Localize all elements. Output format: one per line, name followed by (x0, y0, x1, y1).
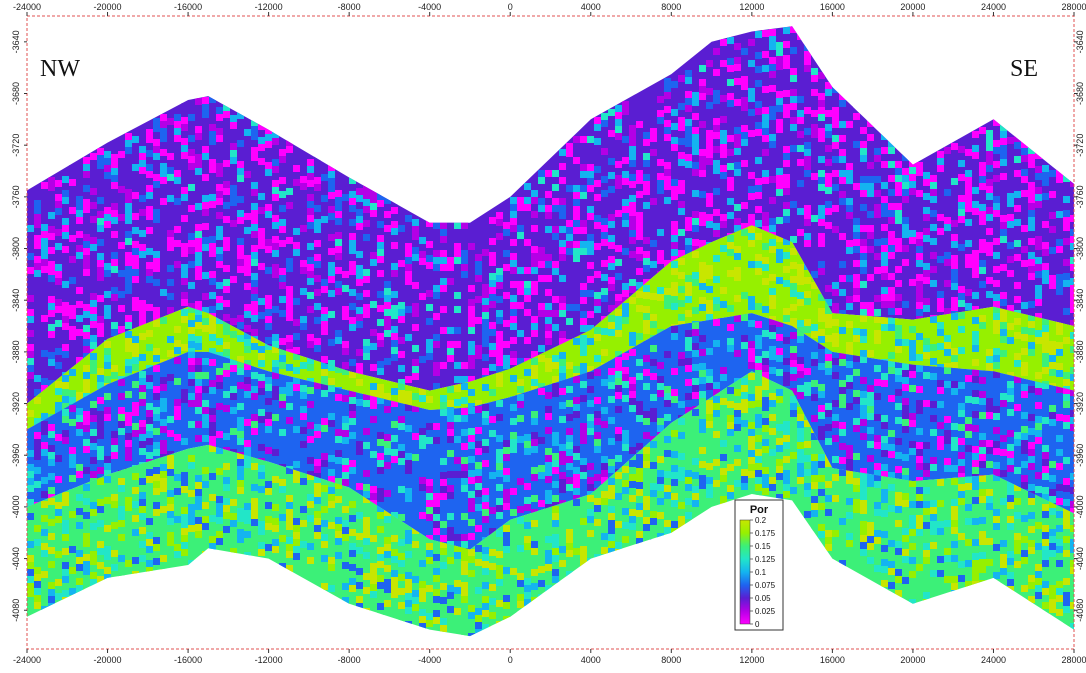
colorbar-tick-label: 0.025 (755, 607, 776, 616)
y-tick-label-right: -3800 (1075, 237, 1085, 260)
x-tick-label-bottom: -4000 (418, 655, 441, 665)
y-tick-label-right: -3920 (1075, 392, 1085, 415)
zone-fill (27, 225, 1074, 430)
section-layer (27, 26, 1074, 637)
x-tick-label-bottom: -16000 (174, 655, 202, 665)
y-tick-label-right: -3880 (1075, 340, 1085, 363)
x-tick-label-top: 4000 (581, 2, 601, 12)
y-tick-label-left: -3680 (11, 82, 21, 105)
y-tick-label-right: -3840 (1075, 289, 1085, 312)
x-tick-label-top: -20000 (94, 2, 122, 12)
x-tick-label-top: 12000 (739, 2, 764, 12)
y-axis-left: -3640 -3680 -3720 -3760 -3800 -3840 -3880 -3920… (11, 30, 27, 622)
y-tick-label-right: -3680 (1075, 82, 1085, 105)
porosity-zone-3 (27, 313, 1074, 550)
colorbar (739, 519, 751, 625)
corner-label-se: SE (1010, 56, 1038, 82)
x-tick-label-top: 20000 (900, 2, 925, 12)
y-tick-label-right: -4040 (1075, 547, 1085, 570)
x-tick-label-bottom: 8000 (661, 655, 681, 665)
porosity-zone-4 (27, 371, 1074, 637)
x-tick-label-bottom: 24000 (981, 655, 1006, 665)
x-axis-bottom: -24000 -20000 -16000 -12000 -8000 -4000 0 4000 8… (13, 649, 1086, 665)
y-tick-label-left: -3920 (11, 392, 21, 415)
y-tick-label-left: -4040 (11, 547, 21, 570)
x-tick-label-bottom: 0 (508, 655, 513, 665)
zone-texture (27, 373, 1074, 637)
legend-title: Por (750, 504, 769, 516)
y-tick-label-left: -4080 (11, 599, 21, 622)
x-tick-label-top: -12000 (255, 2, 283, 12)
y-tick-label-right: -3960 (1075, 444, 1085, 467)
y-tick-label-right: -3760 (1075, 185, 1085, 208)
colorbar-tick-label: 0.075 (755, 581, 776, 590)
y-tick-label-left: -3760 (11, 185, 21, 208)
y-tick-label-left: -3840 (11, 289, 21, 312)
x-tick-label-top: 0 (508, 2, 513, 12)
y-tick-label-right: -4080 (1075, 599, 1085, 622)
x-tick-label-top: 24000 (981, 2, 1006, 12)
x-tick-label-bottom: 28000 (1061, 655, 1086, 665)
colorbar-tick-label: 0.05 (755, 594, 771, 603)
porosity-zone-1 (27, 26, 1074, 404)
x-tick-label-bottom: -8000 (338, 655, 361, 665)
x-tick-label-top: 8000 (661, 2, 681, 12)
x-tick-label-bottom: -20000 (94, 655, 122, 665)
x-tick-label-bottom: -12000 (255, 655, 283, 665)
x-tick-label-top: -8000 (338, 2, 361, 12)
zone-texture (27, 314, 1074, 548)
colorbar-tick-label: 0 (755, 620, 760, 629)
x-tick-label-bottom: 12000 (739, 655, 764, 665)
y-tick-label-left: -3800 (11, 237, 21, 260)
y-tick-label-left: -3960 (11, 444, 21, 467)
y-axis-right: -3640 -3680 -3720 -3760 -3800 -3840 -3880 -3920… (1074, 30, 1085, 622)
x-tick-label-top: 16000 (820, 2, 845, 12)
x-tick-label-top: -4000 (418, 2, 441, 12)
y-tick-label-left: -3640 (11, 30, 21, 53)
colorbar-tick-label: 0.2 (755, 516, 767, 525)
porosity-zone-2 (27, 225, 1074, 430)
y-tick-label-right: -3720 (1075, 134, 1085, 157)
y-tick-label-left: -3720 (11, 134, 21, 157)
y-tick-label-right: -4000 (1075, 495, 1085, 518)
x-tick-label-bottom: 4000 (581, 655, 601, 665)
x-tick-label-bottom: 20000 (900, 655, 925, 665)
x-tick-label-top: 28000 (1061, 2, 1086, 12)
y-tick-label-left: -3880 (11, 340, 21, 363)
zone-texture (27, 26, 1074, 400)
x-tick-label-bottom: -24000 (13, 655, 41, 665)
x-tick-label-top: -24000 (13, 2, 41, 12)
colorbar-tick-label: 0.175 (755, 529, 776, 538)
corner-label-nw: NW (40, 56, 80, 82)
colorbar-tick-label: 0.125 (755, 555, 776, 564)
x-tick-label-top: -16000 (174, 2, 202, 12)
x-tick-label-bottom: 16000 (820, 655, 845, 665)
x-axis-top: -24000 -20000 -16000 -12000 -8000 -4000 0 4000 8… (13, 2, 1086, 16)
y-tick-label-right: -3640 (1075, 30, 1085, 53)
colorbar-tick-label: 0.15 (755, 542, 771, 551)
colorbar-tick-label: 0.1 (755, 568, 767, 577)
zone-texture (27, 226, 1074, 427)
y-tick-label-left: -4000 (11, 495, 21, 518)
